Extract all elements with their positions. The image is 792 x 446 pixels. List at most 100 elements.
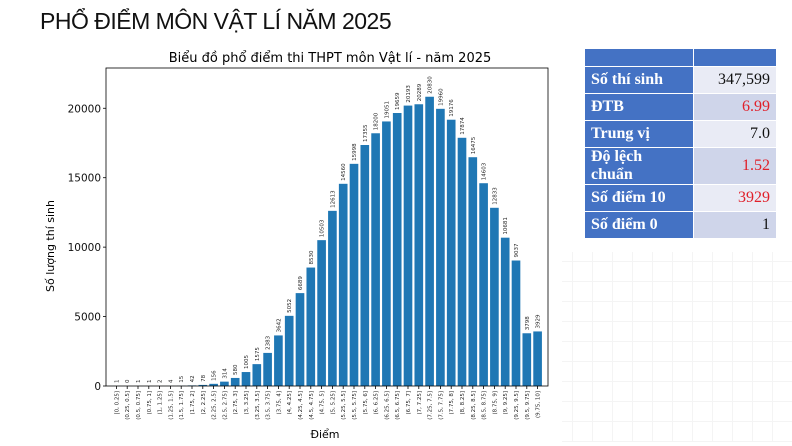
bar-value-label: 19960 [438,88,444,106]
stat-value: 3929 [694,185,777,212]
page-title: PHỔ ĐIỂM MÔN VẬT LÍ NĂM 2025 [40,8,391,35]
bar-value-label: 580 [233,364,239,375]
x-tick-label: (0.5, 0.75] [136,391,142,420]
bar-value-label: 6689 [298,276,304,290]
bar-value-label: 314 [222,368,228,379]
x-tick-label: (5.75, 6] [363,391,369,415]
x-axis-label: Điểm [310,428,339,441]
x-tick-label: (9, 9.25] [503,391,509,415]
bar-value-label: 9037 [514,243,520,257]
bar [274,335,283,386]
bar-value-label: 15 [179,375,185,382]
bar [490,208,499,386]
x-tick-label: (8.5, 8.75] [482,391,488,420]
background-grid-decoration [552,252,792,442]
bar [339,184,348,386]
x-tick-label: (4.25, 4.5] [298,391,304,420]
x-tick-label: (2.75, 3] [233,391,239,415]
bar [328,211,337,386]
x-tick-label: (6.25, 6.5] [384,391,390,420]
x-tick-label: (2.5, 2.75] [222,391,228,420]
x-tick-label: (4.5, 4.75] [309,391,315,420]
chart-svg: Biểu đồ phổ điểm thi THPT môn Vật lí - n… [40,42,562,442]
stat-label: ĐTB [585,94,694,121]
bar [382,121,391,386]
stat-value: 1.52 [694,148,777,185]
bar [242,372,251,386]
bar-value-label: 20289 [417,83,423,101]
bar-value-label: 3929 [536,314,542,328]
bar [306,268,315,386]
bar [296,293,305,386]
x-tick-label: (6.75, 7] [406,391,412,415]
x-tick-label: (9.25, 9.5] [514,391,520,420]
bar [317,240,326,386]
x-tick-label: (9.75, 10] [536,391,542,418]
bar-value-label: 18200 [374,112,380,130]
y-tick-label: 0 [94,381,101,393]
x-tick-label: (6.5, 6.75] [395,391,401,420]
x-tick-label: (1.75, 2] [190,391,196,415]
bar [285,316,294,386]
bar [360,145,369,386]
x-tick-label: (1.5, 1.75] [179,391,185,420]
stat-label: Số điểm 10 [585,185,694,212]
bar-value-label: 1575 [255,347,261,361]
x-tick-label: (4, 4.25] [287,391,293,415]
bar [252,364,261,386]
x-tick-label: (2.25, 2.5] [212,391,218,420]
bar-value-label: 42 [190,375,196,382]
x-tick-label: (7.75, 8] [449,391,455,415]
x-tick-label: (4.75, 5] [320,391,326,415]
stat-value: 7.0 [694,121,777,148]
x-tick-label: (3.25, 3.5] [255,391,261,420]
bar-value-label: 12833 [492,187,498,205]
chart-title: Biểu đồ phổ điểm thi THPT môn Vật lí - n… [169,51,492,66]
bar-value-label: 1005 [244,355,250,369]
x-tick-label: [0, 0.25] [114,391,120,415]
x-tick-label: (8.75, 9] [492,391,498,415]
y-axis-label: Số lượng thí sinh [44,200,57,292]
x-tick-label: (3.5, 3.75] [266,391,272,420]
bar-value-label: 1 [114,379,120,383]
bar-value-label: 4 [168,379,174,383]
bar [522,333,531,386]
y-tick-label: 5000 [74,312,101,324]
bar-value-label: 14603 [482,162,488,180]
x-tick-label: (7, 7.25] [417,391,423,415]
bar-value-label: 3642 [276,318,282,332]
bar-value-label: 12613 [330,190,336,208]
bar-value-label: 0 [125,379,131,383]
y-tick-label: 15000 [68,173,101,185]
bar [533,331,542,386]
bar [393,113,402,386]
histogram-chart: Biểu đồ phổ điểm thi THPT môn Vật lí - n… [40,42,562,442]
bar [231,378,240,386]
bar [501,238,510,386]
bar-value-label: 1 [136,379,142,383]
bar-value-label: 15998 [352,143,358,161]
bar-value-label: 156 [212,370,218,381]
bar [458,138,467,386]
stat-label: Độ lệch chuẩn [585,148,694,185]
bar [436,109,445,386]
bar [468,157,477,386]
x-tick-label: (1, 1.25] [158,391,164,415]
bar [263,353,272,386]
bar [512,261,521,386]
bar [479,183,488,386]
x-tick-label: (2, 2.25] [201,391,207,415]
bar-value-label: 19659 [395,92,401,110]
x-tick-label: (8.25, 8.5] [471,391,477,420]
bar-value-label: 2 [158,379,164,383]
x-tick-label: (3, 3.25] [244,391,250,415]
bar-value-label: 17874 [460,117,466,135]
x-tick-label: (3.75, 4] [276,391,282,415]
x-tick-label: (0.75, 1] [147,391,153,415]
bar [350,164,359,386]
